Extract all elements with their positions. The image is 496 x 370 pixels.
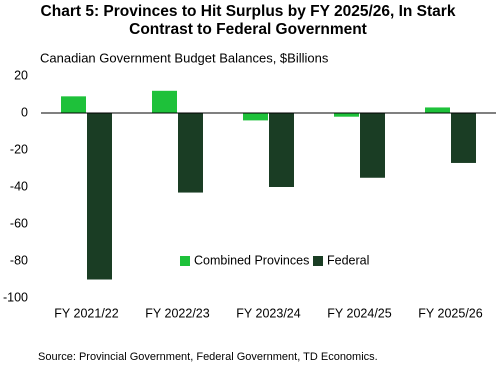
legend-swatch: [313, 256, 323, 266]
y-tick-label: -80: [10, 253, 28, 267]
bar: [334, 113, 359, 117]
bar: [152, 90, 177, 113]
bar: [360, 113, 385, 178]
chart-title: Chart 5: Provinces to Hit Surplus by FY …: [40, 3, 456, 38]
bar: [178, 113, 203, 193]
legend-label: Federal: [327, 253, 369, 267]
bar: [451, 113, 476, 163]
y-tick-label: -100: [3, 290, 28, 304]
y-tick-label: -20: [10, 142, 28, 156]
bar: [87, 113, 112, 280]
x-tick-label: FY 2025/26: [418, 306, 482, 320]
chart-subtitle: Canadian Government Budget Balances, $Bi…: [40, 50, 329, 65]
x-tick-label: FY 2021/22: [54, 306, 118, 320]
legend-swatch: [180, 256, 190, 266]
chart-source: Source: Provincial Government, Federal G…: [38, 351, 378, 363]
x-tick-label: FY 2023/24: [236, 306, 300, 320]
y-tick-label: -60: [10, 216, 28, 230]
bar: [61, 96, 86, 113]
x-tick-label: FY 2022/23: [145, 306, 209, 320]
bar: [243, 113, 268, 121]
x-tick-label: FY 2024/25: [327, 306, 391, 320]
legend-label: Combined Provinces: [194, 253, 309, 267]
bar: [425, 107, 450, 113]
y-tick-label: 0: [21, 105, 28, 119]
bar: [269, 113, 294, 187]
y-tick-label: -40: [10, 179, 28, 193]
y-tick-label: 20: [14, 68, 28, 82]
